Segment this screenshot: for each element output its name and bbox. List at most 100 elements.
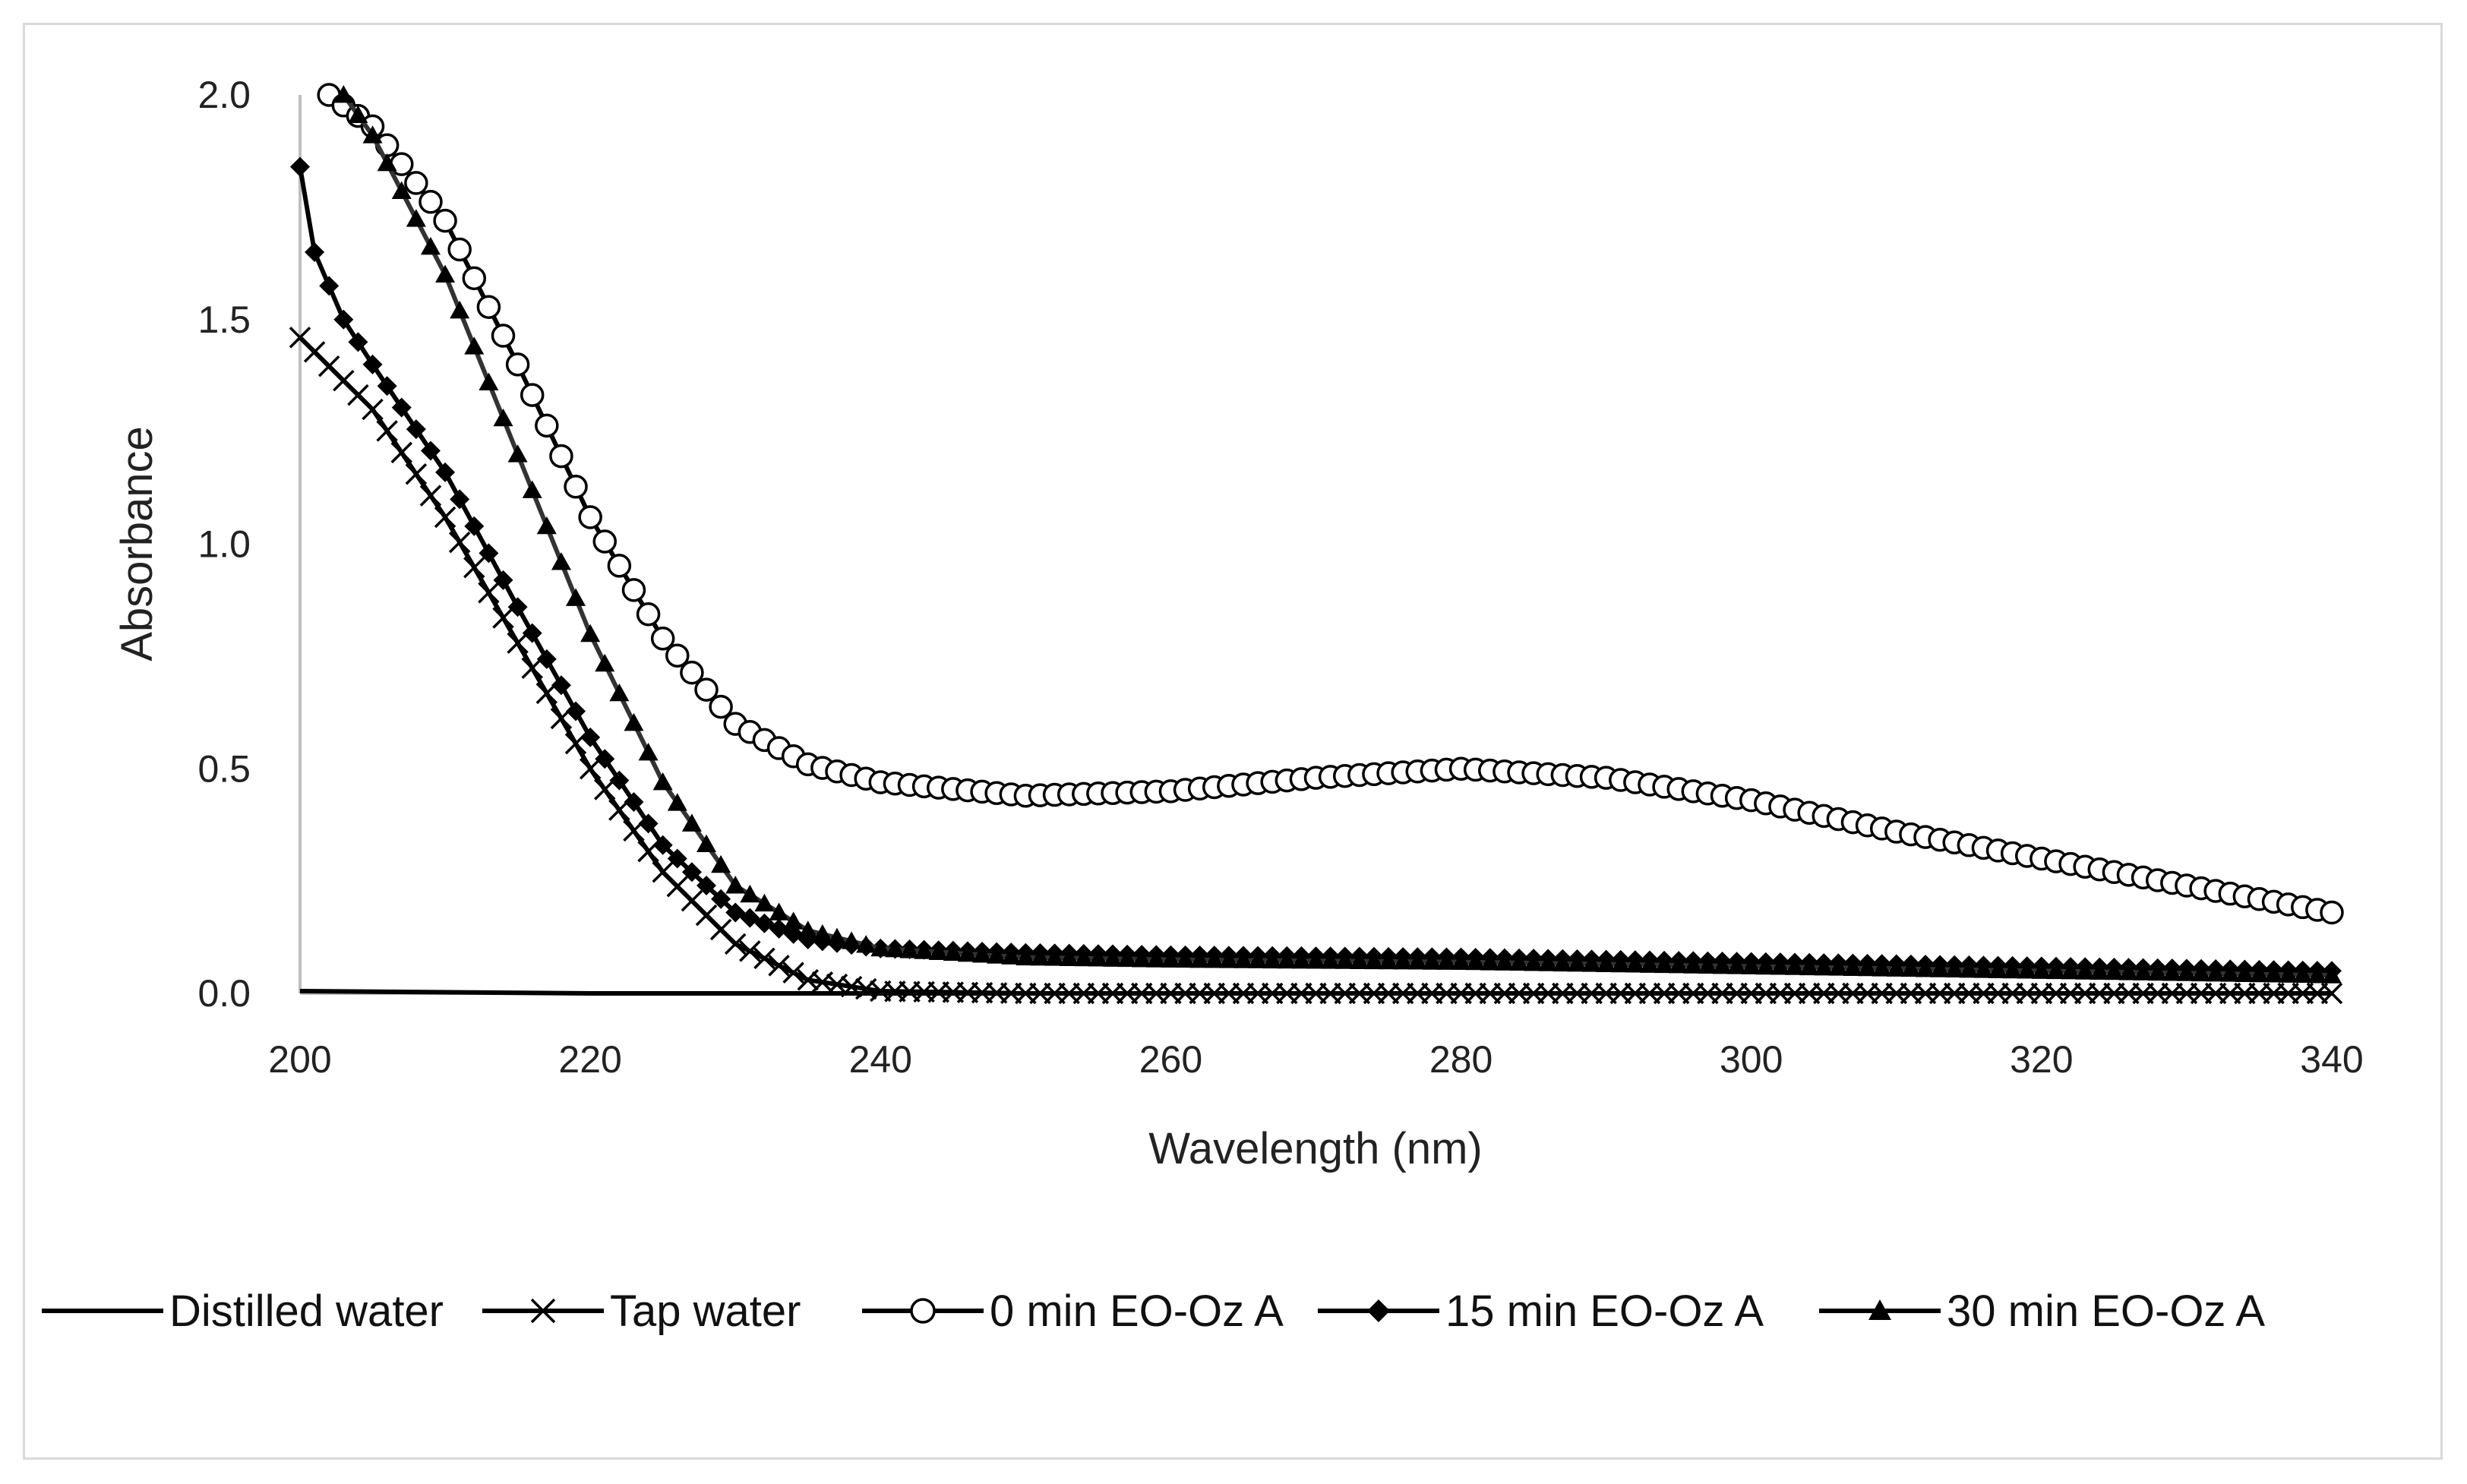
triangle-marker (681, 813, 702, 832)
diamond-marker (681, 862, 702, 883)
triangle-marker (1465, 952, 1486, 971)
triangle-marker (2278, 965, 2298, 983)
x-marker (448, 531, 471, 554)
x-marker (739, 940, 761, 962)
diamond-marker (566, 701, 586, 721)
triangle-marker (1581, 954, 1602, 972)
diamond-marker (348, 332, 368, 352)
diamond-marker (536, 649, 557, 669)
triangle-marker (1073, 948, 1094, 967)
triangle-marker (783, 911, 804, 930)
triangle-marker (2307, 965, 2327, 984)
triangle-marker (2017, 961, 2037, 979)
x-marker (376, 420, 398, 442)
x-marker (768, 955, 790, 977)
y-tick-label: 1.5 (197, 298, 251, 341)
diamond-marker (580, 727, 601, 747)
triangle-marker (493, 408, 513, 427)
triangle-marker (826, 927, 847, 946)
open-circle-marker (404, 171, 428, 195)
triangle-marker (1596, 954, 1616, 972)
triangle-marker (1538, 953, 1559, 971)
legend-label: 0 min EO-Oz A (990, 1287, 1284, 1336)
triangle-marker (2206, 963, 2226, 982)
open-circle-marker (2320, 900, 2344, 925)
triangle-marker (711, 854, 731, 873)
triangle-marker (1451, 952, 1471, 970)
triangle-marker (2061, 961, 2081, 980)
triangle-marker (1524, 953, 1544, 971)
legend-triangle-marker (1868, 1299, 1891, 1320)
triangle-marker (406, 209, 426, 227)
x-marker (594, 778, 616, 800)
open-circle-marker (592, 529, 617, 554)
diamond-marker (725, 902, 746, 923)
triangle-marker (885, 939, 905, 958)
x-tick-labels: 200 220 240 260 280 300 320 340 (268, 1038, 2363, 1081)
triangle-marker (1363, 951, 1384, 970)
triangle-marker (812, 924, 832, 942)
diamond-marker (290, 156, 310, 177)
x-marker (724, 933, 747, 955)
legend-label: Distilled water (169, 1287, 444, 1336)
open-circle-marker (709, 694, 733, 719)
triangle-marker (2104, 961, 2124, 980)
triangle-marker (1088, 949, 1108, 967)
triangle-marker (1726, 956, 1747, 974)
diamond-marker (711, 889, 731, 909)
y-tick-label: 2.0 (197, 74, 251, 116)
triangle-marker (1494, 952, 1515, 971)
series-tap-water (289, 327, 2343, 1005)
x-tick-label: 200 (268, 1038, 331, 1081)
triangle-marker (1117, 949, 1138, 968)
triangle-marker (2249, 964, 2270, 983)
x-tick-label: 260 (1139, 1038, 1202, 1081)
x-marker (2320, 982, 2343, 1005)
triangle-marker (1480, 952, 1500, 971)
triangle-marker (1843, 958, 1863, 976)
triangle-marker (1959, 959, 1979, 978)
legend-item-15-min-eo-oz-a: 15 min EO-Oz A (1318, 1287, 1764, 1336)
diamond-marker (333, 309, 354, 330)
triangle-marker (2176, 963, 2197, 981)
triangle-marker (1044, 948, 1065, 966)
series-0-min-eo-oz-a (317, 83, 2344, 925)
legend-item-0-min-eo-oz-a: 0 min EO-Oz A (862, 1287, 1284, 1336)
triangle-marker (2147, 962, 2168, 981)
x-tick-label: 320 (2010, 1038, 2073, 1081)
open-circle-marker (607, 554, 632, 578)
triangle-marker (1189, 949, 1210, 968)
triangle-marker (2292, 965, 2313, 984)
triangle-marker (972, 945, 993, 963)
diamond-marker (740, 908, 760, 928)
triangle-marker (1277, 950, 1297, 969)
triangle-marker (798, 920, 818, 939)
legend-x-marker (530, 1298, 556, 1324)
diamond-marker (319, 276, 340, 296)
diamond-marker (493, 570, 513, 590)
triangle-marker (914, 941, 934, 959)
triangle-marker (348, 105, 368, 124)
open-circle-marker (680, 660, 704, 685)
triangle-marker (2031, 961, 2052, 979)
triangle-marker (2191, 963, 2212, 982)
triangle-marker (1610, 954, 1631, 973)
y-tick-labels: 0.0 0.5 1.0 1.5 2.0 (197, 74, 251, 1015)
diamond-marker (435, 462, 456, 482)
triangle-marker (1379, 951, 1399, 970)
diamond-marker (362, 354, 383, 374)
triangle-marker (1654, 955, 1675, 974)
triangle-marker (769, 902, 789, 920)
diamond-marker (609, 770, 630, 791)
legend-item-tap-water: Tap water (482, 1287, 801, 1336)
triangle-marker (1698, 955, 1718, 974)
x-marker (463, 557, 485, 579)
triangle-marker (551, 552, 571, 570)
diamond-marker (769, 918, 789, 939)
triangle-marker (1712, 955, 1733, 974)
triangle-marker (1770, 957, 1790, 975)
y-axis-label: Absorbance (112, 426, 162, 661)
diamond-marker (652, 835, 673, 855)
open-circle-marker (505, 352, 530, 377)
x-marker (390, 441, 412, 464)
